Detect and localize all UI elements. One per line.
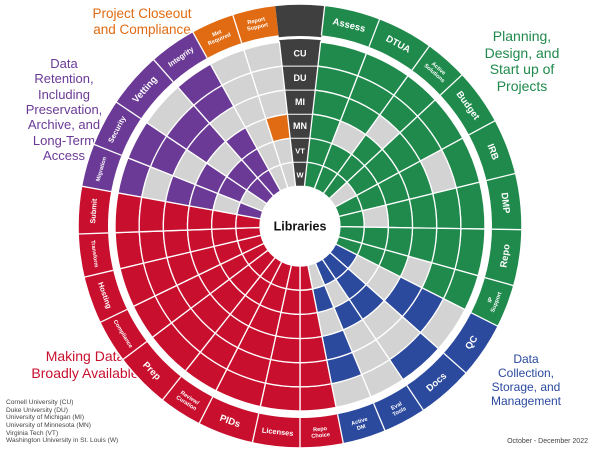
planning-title-line-1: Planning,	[492, 28, 552, 44]
sector-label-dmp: DMP	[498, 192, 511, 215]
institution-label-cu: CU	[294, 49, 307, 59]
cell-dmp-mi	[408, 192, 438, 229]
available-title: Making Data Broadly Available	[12, 348, 158, 381]
available-title-line-1: Making Data	[45, 348, 125, 364]
collection-title: Data Collection, Storage, and Management	[458, 352, 594, 409]
center-label: Libraries	[274, 220, 327, 234]
cell-submit-mi	[162, 200, 191, 232]
collection-title-line-1: Data	[513, 352, 539, 366]
retention-title-line-1: Data	[50, 56, 78, 71]
sector-divider	[486, 172, 516, 182]
planning-title: Planning, Design, and Start up of Projec…	[452, 28, 592, 94]
sector-divider	[373, 403, 386, 432]
collection-label-band	[337, 312, 499, 444]
cell-submit-cu	[114, 192, 143, 234]
outer-edge	[77, 3, 523, 449]
cell-report-support-w	[279, 161, 297, 189]
retention-title-line-6: Long-Term	[32, 132, 96, 148]
institution-label-vt: VT	[295, 146, 305, 155]
collection-title-line-4: Management	[490, 394, 562, 409]
retention-title-line-2: Retention,	[34, 71, 94, 87]
sector-label-active-dm: ActiveDM	[351, 417, 371, 434]
legend-item: University of Minnesota (MN)	[6, 421, 92, 429]
cell-repo-choice-mi	[299, 335, 328, 364]
available-label-band	[78, 186, 344, 449]
cell-repo-choice-cu	[299, 382, 337, 412]
available-title-line-2: Broadly Available	[31, 364, 139, 381]
legend-item: University of Michigan (MI)	[6, 414, 85, 422]
cell-transform-du	[138, 230, 168, 264]
sector-divider	[99, 308, 128, 324]
planning-title-line-4: Projects	[496, 77, 548, 94]
retention-title-line-5: Archive, and	[27, 117, 101, 133]
closeout-label-band	[192, 5, 279, 58]
cell-licenses-du	[264, 358, 301, 388]
sector-label-licenses: Licenses	[261, 426, 293, 438]
sector-divider	[406, 385, 425, 411]
legend-item: Washington University in St. Louis (W)	[6, 437, 119, 445]
sector-divider	[78, 232, 109, 235]
planning-title-line-3: Start up of	[489, 61, 555, 78]
sector-divider	[93, 143, 122, 156]
sector-divider	[336, 414, 345, 444]
institution-label-du: DU	[294, 73, 307, 83]
date-label: October - December 2022	[507, 438, 588, 445]
cell-repo-choice-mn	[299, 311, 323, 340]
sector-divider	[115, 101, 142, 120]
planning-title-line-2: Design, and	[484, 44, 560, 61]
closeout-title-line-2: and Compliance	[93, 21, 191, 37]
cell-submit-du	[138, 196, 167, 233]
sector-divider	[122, 341, 148, 361]
retention-title-line-4: Preservation,	[25, 101, 103, 117]
hub-border	[272, 198, 328, 254]
cell-repo-choice-du	[299, 359, 333, 388]
retention-title-line-3: Including	[37, 86, 91, 102]
sector-divider	[443, 352, 467, 374]
sector-divider	[191, 31, 208, 59]
cell-dmp-mn	[385, 198, 414, 229]
sector-divider	[484, 277, 514, 287]
sector-divider	[161, 376, 182, 401]
sector-divider	[198, 396, 214, 425]
sector-divider	[439, 74, 463, 96]
institution-legend: Cornell University (CU) Duke University …	[6, 399, 118, 445]
sector-label-transform: Transform	[89, 240, 99, 268]
sector-divider	[152, 58, 174, 83]
sector-divider	[468, 119, 496, 136]
institution-column	[275, 3, 325, 187]
sector-label-repo-choice: RepoChoice	[311, 426, 331, 440]
sector-label-repo: Repo	[498, 243, 512, 268]
legend-item: Cornell University (CU)	[6, 399, 74, 406]
closeout-title-line-1: Project Closeout	[92, 6, 192, 21]
sector-label-submit: Submit	[88, 198, 99, 224]
legend-item: Duke University (DU)	[6, 406, 68, 414]
institution-label-w: W	[296, 170, 304, 179]
collection-title-line-2: Collection,	[497, 366, 555, 381]
sector-divider	[320, 5, 326, 36]
sector-divider	[368, 18, 381, 48]
institution-label-mn: MN	[293, 121, 307, 131]
sector-divider	[251, 413, 260, 443]
legend-item: Virginia Tech (VT)	[6, 429, 59, 437]
sector-divider	[470, 312, 499, 327]
cell-transform-mi	[162, 229, 192, 259]
sector-divider	[231, 14, 243, 44]
closeout-title: Project Closeout and Compliance	[62, 6, 222, 38]
sector-divider	[81, 185, 112, 193]
sector-label-report-support: ReportSupport	[245, 16, 269, 33]
sector-divider	[411, 45, 431, 71]
sector-divider	[83, 269, 114, 278]
retention-title: Data Retention, Including Preservation, …	[2, 56, 126, 163]
institution-label-mi: MI	[295, 97, 305, 107]
inner-white-ring	[110, 36, 490, 416]
collection-title-line-3: Storage, and	[491, 380, 561, 395]
retention-title-line-7: Access	[43, 147, 85, 163]
